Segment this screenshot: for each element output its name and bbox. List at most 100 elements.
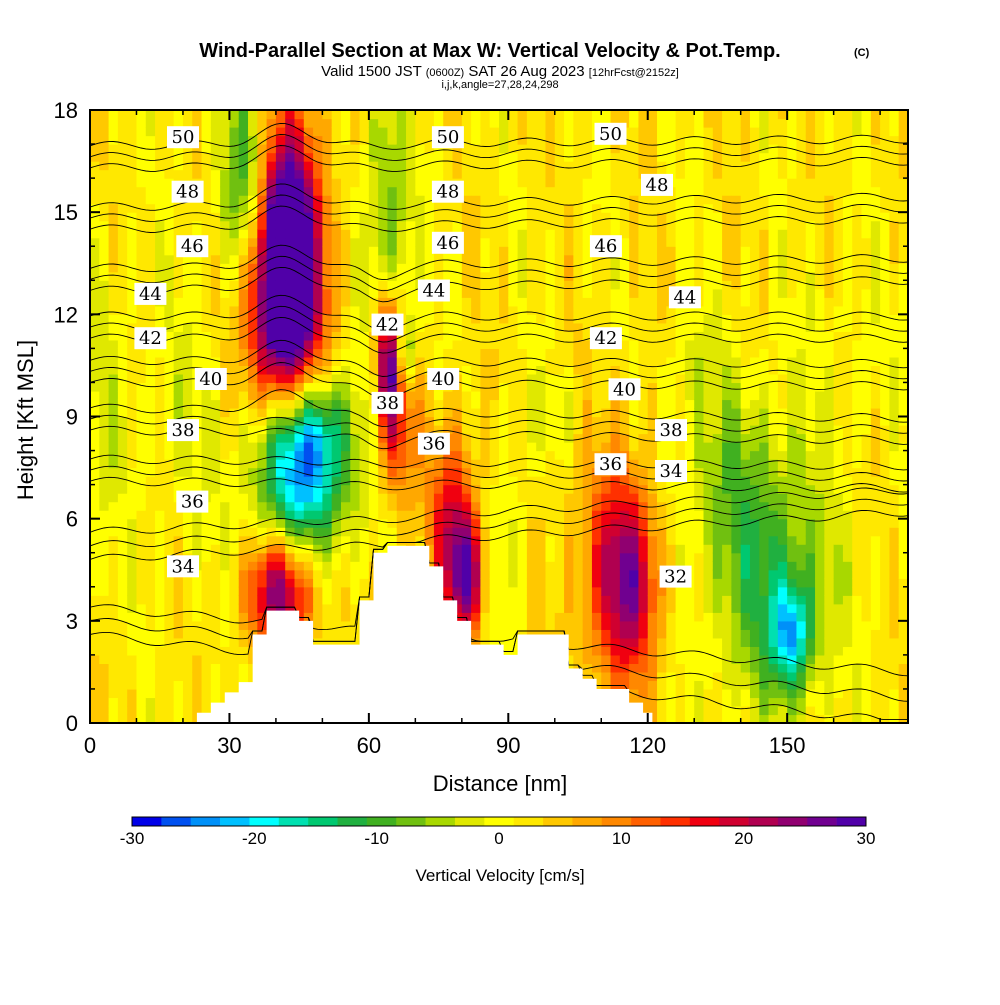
velocity-cell [508,425,519,435]
velocity-cell [675,314,686,324]
velocity-cell [499,339,509,349]
velocity-cell [294,348,305,358]
velocity-cell [619,246,630,256]
velocity-cell [666,654,677,664]
velocity-cell [415,365,426,375]
velocity-cell [694,646,705,656]
velocity-cell [406,382,416,392]
velocity-cell [387,237,398,247]
velocity-cell [619,178,630,188]
velocity-cell [657,110,667,120]
velocity-cell [331,178,342,188]
velocity-cell [294,220,305,230]
velocity-cell [378,450,389,460]
velocity-cell [591,356,602,367]
velocity-cell [294,161,305,171]
velocity-cell [229,586,240,596]
velocity-cell [703,186,714,196]
velocity-cell [406,203,416,213]
velocity-cell [591,544,602,554]
velocity-cell [155,476,165,486]
velocity-cell [303,612,314,622]
velocity-cell [508,629,519,639]
velocity-cell [294,229,305,239]
velocity-cell [722,178,732,188]
velocity-cell [275,365,286,375]
velocity-cell [285,544,296,554]
velocity-cell [285,603,296,613]
velocity-cell [554,586,565,596]
velocity-cell [722,603,732,613]
velocity-cell [238,229,249,239]
velocity-cell [499,305,509,315]
velocity-cell [629,425,640,435]
velocity-cell [350,552,361,562]
velocity-cell [275,127,286,137]
velocity-cell [443,322,454,332]
velocity-cell [173,220,184,230]
velocity-cell [108,561,119,571]
velocity-cell [136,356,147,367]
velocity-cell [694,220,705,230]
velocity-cell [340,127,351,137]
velocity-cell [248,127,258,137]
velocity-cell [433,254,444,264]
velocity-cell [647,152,658,162]
velocity-cell [155,314,165,324]
velocity-cell [136,263,147,273]
velocity-cell [443,331,454,341]
velocity-cell [99,714,110,723]
velocity-cell [703,612,714,622]
velocity-cell [136,118,147,128]
velocity-cell [173,144,184,154]
velocity-cell [601,484,612,494]
velocity-cell [108,161,119,171]
velocity-cell [182,203,193,213]
velocity-cell [220,399,231,409]
velocity-cell [248,263,258,273]
velocity-cell [666,612,677,622]
velocity-cell [359,280,370,290]
velocity-cell [499,450,509,460]
velocity-cell [722,195,732,205]
velocity-cell [703,620,714,630]
velocity-cell [387,416,398,426]
velocity-cell [257,348,268,358]
velocity-cell [731,688,742,699]
velocity-cell [99,459,110,469]
velocity-cell [313,220,323,230]
velocity-cell [173,629,184,639]
velocity-cell [164,518,175,528]
velocity-cell [248,305,258,315]
velocity-cell [499,629,509,639]
velocity-cell [517,118,528,128]
velocity-cell [666,203,677,213]
velocity-cell [266,552,277,562]
velocity-cell [508,339,519,349]
velocity-cell [564,314,574,324]
velocity-cell [136,629,147,639]
velocity-cell [303,118,314,128]
velocity-cell [136,697,147,707]
velocity-cell [210,663,221,673]
velocity-cell [582,212,593,222]
velocity-cell [313,399,323,409]
velocity-cell [480,280,491,290]
velocity-cell [294,603,305,613]
velocity-cell [275,510,286,520]
velocity-cell [275,314,286,324]
velocity-cell [220,501,231,511]
velocity-cell [424,152,435,162]
velocity-cell [536,612,547,622]
velocity-cell [619,416,630,426]
velocity-cell [526,135,537,145]
velocity-cell [257,544,268,554]
velocity-cell [201,407,212,418]
velocity-cell [480,425,491,435]
velocity-cell [220,203,231,213]
velocity-cell [155,688,165,699]
velocity-cell [582,603,593,613]
velocity-cell [536,280,547,290]
velocity-cell [192,484,203,494]
velocity-cell [619,433,630,443]
